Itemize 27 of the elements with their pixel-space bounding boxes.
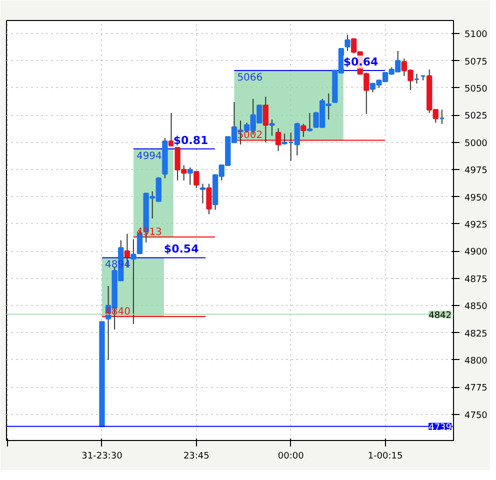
- y-tick-label: 5000: [464, 138, 488, 149]
- annotation: 5066: [237, 72, 263, 84]
- ref-line-label: 4842: [428, 310, 452, 321]
- x-tick-label: 23:45: [183, 452, 210, 462]
- y-tick-label: 5050: [464, 84, 488, 94]
- y-tick-label: 4750: [464, 410, 488, 421]
- x-tick-label: 00:00: [278, 452, 304, 462]
- y-tick-label: 5025: [464, 112, 488, 122]
- annotation: 4994: [136, 150, 162, 162]
- y-tick-label: 4850: [464, 302, 488, 312]
- y-tick-label: 5100: [464, 30, 488, 40]
- ref-line-label: 4739: [428, 422, 452, 433]
- x-tick-label: 31-23:30: [82, 452, 123, 462]
- annotation: $0.64: [343, 56, 378, 69]
- y-tick-label: 4825: [464, 329, 488, 340]
- y-tick-label: 4900: [464, 248, 488, 258]
- annotation: $0.81: [173, 134, 208, 147]
- y-tick-label: 4950: [464, 193, 488, 204]
- annotation: 4840: [104, 306, 130, 318]
- y-tick-label: 4775: [464, 384, 488, 394]
- y-tick-label: 4925: [464, 220, 488, 230]
- annotation: $0.54: [164, 242, 200, 256]
- y-tick-label: 4975: [464, 166, 488, 176]
- y-tick-label: 4875: [464, 274, 488, 285]
- y-tick-label: 5075: [464, 57, 488, 68]
- y-tick-label: 4800: [464, 356, 488, 366]
- x-tick-label: 1-00:15: [368, 452, 403, 462]
